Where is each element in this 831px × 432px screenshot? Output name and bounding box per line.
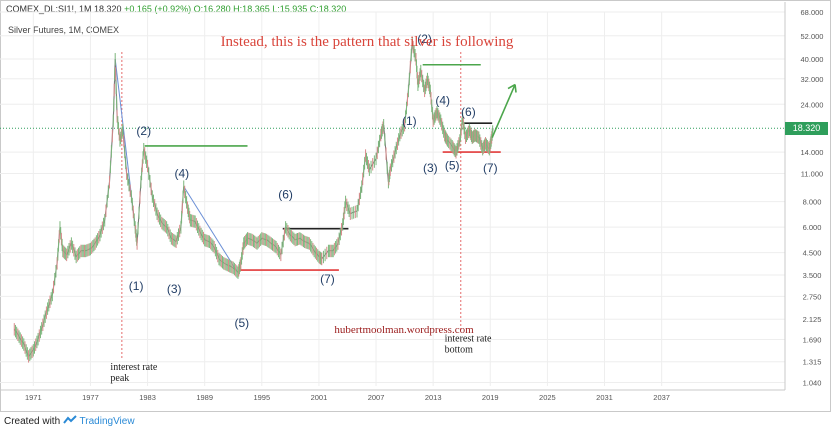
wave-label: (1) xyxy=(402,114,417,128)
grid-lines xyxy=(0,11,785,386)
note-text: peak xyxy=(110,373,129,384)
wave-label: (6) xyxy=(278,187,293,201)
price-chart[interactable]: 1971 1977 1983 1989 1995 2001 2007 2013 2019 2025… xyxy=(0,0,831,412)
x-tick-label: 1977 xyxy=(82,393,99,402)
wave-label: (5) xyxy=(445,159,460,173)
last-price-flag: 18.320 xyxy=(785,121,828,135)
wave-label: (1) xyxy=(129,279,144,293)
y-tick-label: 1.040 xyxy=(803,379,822,388)
price-series xyxy=(13,36,494,363)
x-tick-label: 2013 xyxy=(425,393,442,402)
y-tick-label: 68.000 xyxy=(801,8,824,17)
tradingview-brand: TradingView xyxy=(79,416,135,427)
y-tick-label: 40.000 xyxy=(801,55,824,64)
wave-label: (4) xyxy=(435,93,450,107)
change-value: +0.165 (+0.92%) xyxy=(124,4,192,14)
projection-arrow-line xyxy=(491,84,516,138)
ohlc-values: O:16.280 H:18.365 L:15.935 C:18.320 xyxy=(193,4,347,14)
y-tick-label: 24.000 xyxy=(801,100,824,109)
y-tick-label: 11.000 xyxy=(801,169,823,178)
tradingview-logo-icon xyxy=(63,415,80,427)
y-tick-label: 2.750 xyxy=(803,292,822,301)
trend-line xyxy=(183,186,237,271)
footer: Created with TradingView xyxy=(4,415,135,427)
x-tick-label: 2007 xyxy=(368,393,385,402)
watermark-text: hubertmoolman.wordpress.com xyxy=(334,324,474,336)
instrument-subtitle: Silver Futures, 1M, COMEX xyxy=(8,25,120,35)
note-text: interest rate xyxy=(110,362,157,373)
wave-label: (5) xyxy=(234,316,249,330)
wave-label: (7) xyxy=(483,161,498,175)
wave-label: (6) xyxy=(461,105,476,119)
axes: 1971 1977 1983 1989 1995 2001 2007 2013 2019 2025… xyxy=(0,2,823,402)
wave-label: (3) xyxy=(423,161,438,175)
y-tick-label: 14.000 xyxy=(801,148,824,157)
note-text: bottom xyxy=(445,345,474,356)
y-tick-label: 1.315 xyxy=(803,358,822,367)
x-tick-label: 1995 xyxy=(253,393,270,402)
y-tick-label: 3.500 xyxy=(803,271,822,280)
wave-label: (2) xyxy=(417,32,432,46)
y-tick-label: 2.125 xyxy=(803,315,822,324)
y-tick-label: 1.690 xyxy=(803,335,822,344)
x-tick-label: 2037 xyxy=(653,393,670,402)
symbol-line: COMEX_DL:SI1!, 1M 18.320 xyxy=(6,4,122,14)
price-line xyxy=(13,42,494,358)
x-tick-label: 2019 xyxy=(482,393,499,402)
chart-frame xyxy=(0,0,831,412)
y-tick-label: 32.000 xyxy=(801,75,824,84)
x-tick-label: 2025 xyxy=(539,393,556,402)
x-tick-label: 2031 xyxy=(596,393,613,402)
wave-label: (7) xyxy=(320,272,335,286)
chart-title: Instead, this is the pattern that silver… xyxy=(221,34,514,50)
y-tick-label: 6.000 xyxy=(803,223,822,232)
y-tick-label: 4.500 xyxy=(803,249,822,258)
y-tick-label: 8.000 xyxy=(803,198,822,207)
projection-arrowhead xyxy=(507,83,517,93)
created-with-label: Created with xyxy=(4,416,61,427)
symbol-header: COMEX_DL:SI1!, 1M 18.320 +0.165 (+0.92%)… xyxy=(6,4,346,14)
x-tick-label: 1971 xyxy=(25,393,42,402)
wave-label: (4) xyxy=(174,167,189,181)
x-tick-label: 1989 xyxy=(196,393,213,402)
note-text: interest rate xyxy=(445,334,492,345)
y-tick-label: 52.000 xyxy=(801,32,824,41)
x-tick-label: 1983 xyxy=(139,393,156,402)
x-tick-label: 2001 xyxy=(311,393,328,402)
wave-annotations: (1) (2) (3) (4) (5) (6) (7) (1) (2) (3) (4) (5) (6) (… xyxy=(110,32,517,384)
wave-label: (3) xyxy=(167,282,182,296)
wave-label: (2) xyxy=(136,124,151,138)
level-lines xyxy=(0,52,785,360)
